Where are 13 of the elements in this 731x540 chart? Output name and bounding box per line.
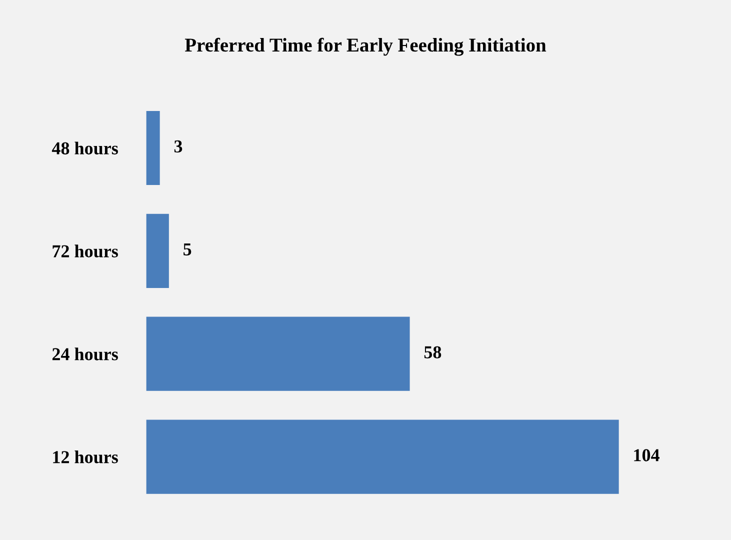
y-tick-label: 48 hours: [52, 142, 118, 154]
data-label: 5: [184, 243, 192, 256]
bar: [146, 420, 619, 494]
y-tick-label: 12 hours: [53, 450, 118, 464]
data-label: 104: [634, 449, 660, 462]
data-label: 3: [174, 140, 182, 153]
chart-title: Preferred Time for Early Feeding Initiation: [184, 38, 546, 56]
y-tick-label: 24 hours: [52, 348, 118, 360]
bar: [146, 214, 169, 288]
data-label: 58: [424, 346, 442, 358]
bar: [146, 110, 160, 186]
bar: [146, 316, 410, 391]
y-tick-label: 72 hours: [52, 244, 118, 258]
